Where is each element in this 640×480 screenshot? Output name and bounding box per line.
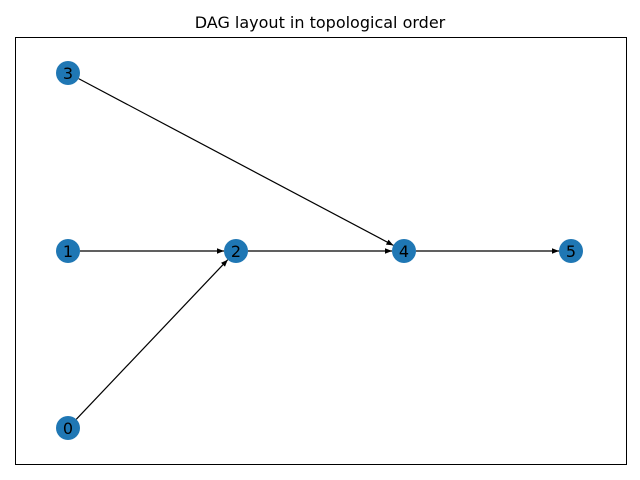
node-label-5: 5 bbox=[566, 242, 576, 261]
node-label-4: 4 bbox=[399, 242, 409, 261]
node-3: 3 bbox=[56, 61, 80, 85]
node-label-3: 3 bbox=[63, 64, 73, 83]
node-4: 4 bbox=[392, 239, 416, 263]
node-label-0: 0 bbox=[63, 419, 73, 438]
edges-layer bbox=[76, 79, 559, 420]
node-1: 1 bbox=[56, 239, 80, 263]
edge-3-to-4 bbox=[79, 79, 394, 246]
figure-title: DAG layout in topological order bbox=[195, 13, 446, 32]
node-label-2: 2 bbox=[231, 242, 241, 261]
node-label-1: 1 bbox=[63, 242, 73, 261]
edge-0-to-2 bbox=[76, 260, 227, 420]
node-5: 5 bbox=[559, 239, 583, 263]
node-2: 2 bbox=[224, 239, 248, 263]
node-0: 0 bbox=[56, 416, 80, 440]
